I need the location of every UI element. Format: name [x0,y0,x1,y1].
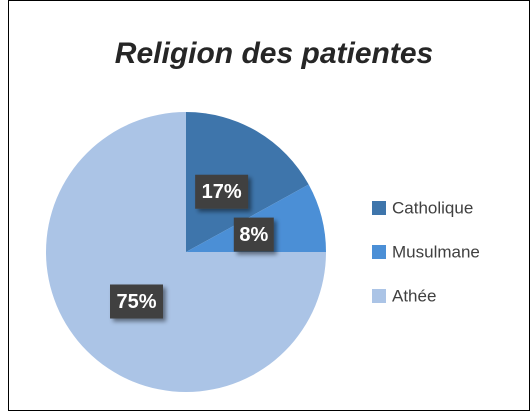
data-label-box [195,174,249,209]
data-label: 8% [239,224,268,246]
legend-swatch [372,245,386,259]
legend-swatch [372,201,386,215]
legend-label: Musulmane [392,242,480,261]
data-label: 75% [116,291,156,313]
legend-label: Athée [392,286,436,305]
data-label-box [233,217,274,252]
chart-title: Religion des patientes [115,37,433,70]
legend-swatch [372,289,386,303]
data-label: 17% [202,181,242,203]
data-label-box [110,284,164,319]
legend-label: Catholique [392,198,473,217]
pie-slice [46,112,326,392]
